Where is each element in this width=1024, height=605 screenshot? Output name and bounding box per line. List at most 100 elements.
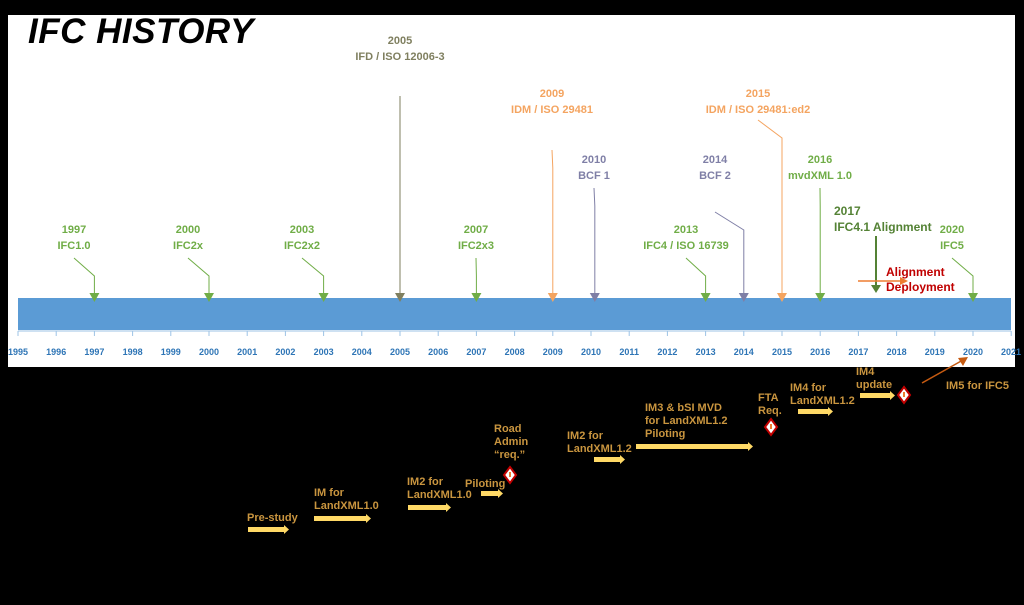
- alignment-text: IFC4.1 Alignment: [834, 220, 932, 234]
- year-label: 2008: [504, 347, 525, 357]
- year-label: 2000: [198, 347, 220, 357]
- milestone-name: mvdXML 1.0: [788, 170, 852, 182]
- phase-bar-arrow: [620, 455, 625, 464]
- milestone-label: 1997 IFC1.0: [57, 222, 90, 254]
- milestone-label: 2010 BCF 1: [578, 152, 610, 184]
- year-label: 2005: [389, 347, 411, 357]
- milestone-name: IFC2x3: [457, 240, 495, 252]
- alignment-deployment-label: Alignment Deployment: [886, 265, 955, 295]
- year-label: 2014: [733, 347, 754, 357]
- milestone-callout: [301, 257, 325, 293]
- milestone-marker: [318, 293, 329, 302]
- milestone-callout: [951, 257, 974, 293]
- milestone-marker: [738, 293, 749, 302]
- page-title: IFC HISTORY: [28, 12, 254, 51]
- year-label: 2003: [313, 347, 334, 357]
- phase-bar-arrow: [890, 391, 895, 400]
- milestone-marker: [204, 293, 214, 302]
- phase-bar-arrow: [498, 489, 503, 498]
- phase-line: LandXML1.2: [790, 395, 855, 407]
- phase-line: IM4: [856, 366, 875, 378]
- phase-im-landxml10: IM for LandXML1.0: [314, 487, 379, 513]
- milestone-year: 2003: [289, 224, 315, 236]
- alignment-label: 2017 IFC4.1 Alignment: [834, 203, 932, 235]
- year-label: 2019: [924, 347, 945, 357]
- milestone-callout: [757, 119, 783, 293]
- milestone-year: 2009: [539, 88, 565, 100]
- milestone-name: IFC1.0: [57, 240, 91, 252]
- milestone-label: 2020 IFC5: [940, 222, 964, 254]
- year-label: 2001: [237, 347, 258, 357]
- milestone-year: 2015: [745, 88, 771, 100]
- phase-bar-arrow: [366, 514, 371, 523]
- milestone-label: 2015 IDM / ISO 29481:ed2: [706, 86, 811, 118]
- milestone-year: 1997: [61, 224, 87, 236]
- milestone-label: 2009 IDM / ISO 29481: [511, 86, 593, 118]
- year-label: 2015: [771, 347, 793, 357]
- milestone-year: 2010: [581, 154, 607, 166]
- milestone-name: IFC5: [940, 240, 964, 252]
- year-label: 2009: [542, 347, 563, 357]
- milestone-label: 2014 BCF 2: [699, 152, 731, 184]
- milestone-name: IDM / ISO 29481:ed2: [705, 104, 811, 116]
- phase-fta-req: FTA Req.: [758, 392, 782, 418]
- milestone-label: 2000 IFC2x: [173, 222, 203, 254]
- phase-bar: [248, 527, 284, 532]
- milestone-name: IDM / ISO 29481: [511, 104, 593, 116]
- phase-line: LandXML1.0: [314, 500, 379, 512]
- phase-line: Admin: [494, 436, 529, 448]
- timeline-bar: [18, 298, 1011, 330]
- phase-line: Req.: [758, 405, 782, 417]
- milestone-marker: [815, 293, 826, 302]
- year-label: 2012: [657, 347, 678, 357]
- im5-arrow-line: [921, 359, 964, 384]
- phase-bar: [594, 457, 620, 462]
- phase-line: update: [856, 379, 893, 391]
- deployment-line-1: Alignment: [886, 265, 945, 279]
- milestone-name: BCF 2: [699, 170, 731, 182]
- milestone-callout: [73, 257, 95, 293]
- phase-im4-update: IM4 update: [856, 366, 892, 392]
- phase-bar: [314, 516, 366, 521]
- milestone-marker: [777, 293, 787, 302]
- phase-bar-arrow: [748, 442, 753, 451]
- year-label: 2006: [428, 347, 449, 357]
- phase-line: IM2 for: [567, 430, 604, 442]
- deployment-line-2: Deployment: [886, 280, 955, 294]
- year-label: 1998: [122, 347, 143, 357]
- phase-line: for LandXML1.2: [645, 415, 728, 427]
- milestone-label: 2007 IFC2x3: [458, 222, 494, 254]
- milestone-callout: [685, 257, 707, 293]
- year-label: 1999: [160, 347, 181, 357]
- milestone-year: 2005: [387, 35, 413, 47]
- milestone-year: 2014: [702, 154, 728, 166]
- alignment-year: 2017: [834, 204, 861, 218]
- phase-bar-arrow: [284, 525, 289, 534]
- milestone-name: IFC2x2: [283, 240, 321, 252]
- milestone-marker: [547, 293, 558, 302]
- milestone-year: 2000: [175, 224, 201, 236]
- milestone-label: 2005 IFD / ISO 12006-3: [355, 33, 444, 65]
- phase-line: FTA: [758, 392, 779, 404]
- phase-line: IM for: [314, 487, 344, 499]
- milestone-label: 2003 IFC2x2: [284, 222, 320, 254]
- milestone-marker: [968, 293, 978, 302]
- milestone-callout: [714, 211, 745, 293]
- phase-bar: [860, 393, 890, 398]
- alignment-arrow-head: [871, 285, 881, 293]
- milestone-callout: [551, 149, 554, 293]
- phase-line: LandXML1.0: [407, 489, 472, 501]
- milestone-callout: [187, 257, 210, 293]
- deployment-arrow-head: [900, 277, 908, 285]
- phase-im2-landxml10: IM2 for LandXML1.0: [407, 476, 472, 502]
- axis-end-label: 2021: [1000, 347, 1022, 357]
- milestone-marker: [700, 293, 711, 302]
- milestone-label: 2016 mvdXML 1.0: [788, 152, 852, 184]
- year-label: 2010: [580, 347, 602, 357]
- phase-bar: [798, 409, 828, 414]
- milestone-year: 2013: [673, 224, 699, 236]
- year-label: 2002: [275, 347, 296, 357]
- year-label: 1996: [46, 347, 67, 357]
